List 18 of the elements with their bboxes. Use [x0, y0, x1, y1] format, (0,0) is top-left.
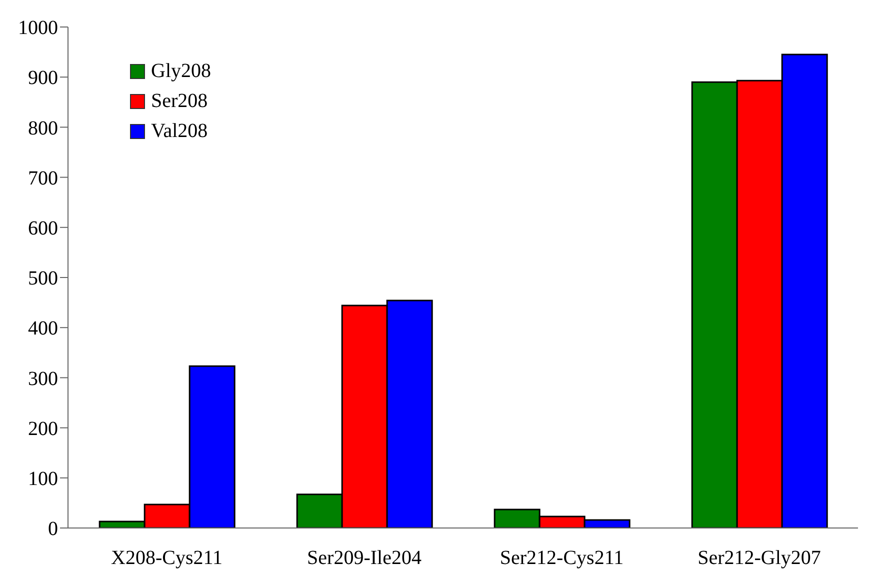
y-tick-label: 800	[28, 117, 58, 140]
y-tick-label: 300	[28, 368, 58, 390]
y-tick-label: 900	[28, 67, 58, 90]
x-tick-label: Ser212-Cys211	[500, 547, 624, 570]
legend-label: Ser208	[151, 89, 208, 114]
legend-label: Gly208	[151, 59, 211, 84]
legend-label: Val208	[151, 119, 208, 144]
y-tick-label: 100	[28, 468, 58, 490]
x-tick-label: Ser212-Gly207	[698, 547, 821, 570]
y-tick-label: 600	[28, 218, 58, 240]
y-tick-label: 400	[28, 318, 58, 340]
y-tick-label: 0	[48, 518, 58, 540]
y-tick-label: 500	[28, 268, 58, 290]
y-tick-label: 700	[28, 167, 58, 190]
x-tick-label: X208-Cys211	[111, 547, 222, 570]
y-tick-label: 1000	[18, 17, 58, 40]
y-tick-label: 200	[28, 418, 58, 440]
x-tick-label: Ser209-Ile204	[307, 547, 422, 570]
